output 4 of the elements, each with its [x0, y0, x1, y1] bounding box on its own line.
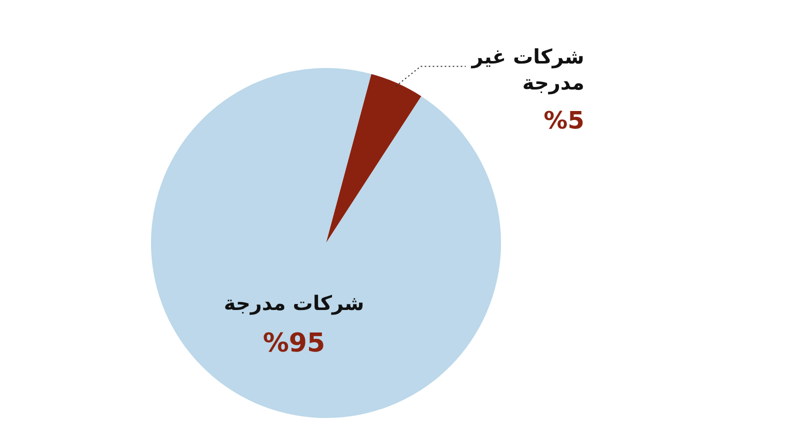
data-label: %95 — [262, 328, 326, 359]
slice-label: شركات مدرجة — [224, 291, 364, 316]
slice-label: شركات غير مدرجة — [470, 44, 584, 95]
data-label: %5 — [544, 106, 584, 135]
